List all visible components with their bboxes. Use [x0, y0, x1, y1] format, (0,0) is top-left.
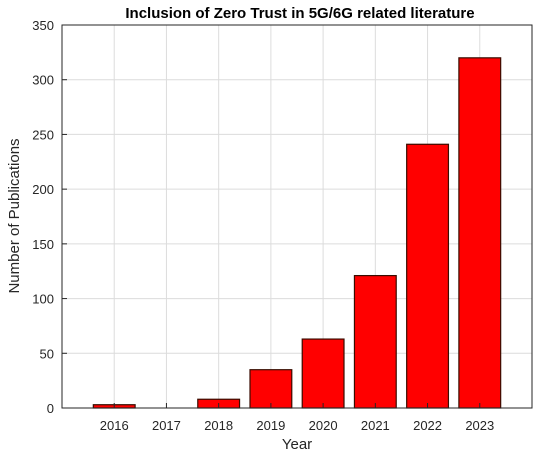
x-axis-label: Year	[282, 436, 312, 453]
y-tick-label: 0	[47, 401, 54, 416]
y-tick-label: 100	[32, 292, 54, 307]
x-tick-label: 2021	[361, 418, 390, 433]
x-axis-ticks: 2016 2017 2018 2019 2020 2021 2022 2023	[100, 403, 494, 433]
plot-area-frame	[61, 24, 533, 409]
x-tick-label: 2020	[309, 418, 338, 433]
bar-2020	[301, 338, 345, 409]
y-tick-label: 250	[32, 127, 54, 142]
x-tick-label: 2022	[413, 418, 442, 433]
x-tick-label: 2017	[152, 418, 181, 433]
x-tick-label: 2018	[204, 418, 233, 433]
y-tick-label: 350	[32, 18, 54, 33]
y-axis-label: Number of Publications	[6, 138, 23, 293]
x-tick-label: 2023	[465, 418, 494, 433]
bars	[92, 57, 502, 409]
x-tick-label: 2016	[100, 418, 129, 433]
y-axis-ticks: 0 50 100 150 200 250 300 350	[32, 18, 67, 416]
y-tick-label: 150	[32, 237, 54, 252]
bar-2019	[249, 369, 293, 409]
bar-2022	[406, 143, 450, 409]
chart-title: Inclusion of Zero Trust in 5G/6G related…	[125, 5, 474, 22]
y-tick-label: 50	[40, 346, 54, 361]
y-tick-label: 300	[32, 73, 54, 88]
bar-2023	[458, 57, 502, 409]
bar-2021	[353, 274, 397, 409]
x-tick-label: 2019	[256, 418, 285, 433]
y-tick-label: 200	[32, 182, 54, 197]
